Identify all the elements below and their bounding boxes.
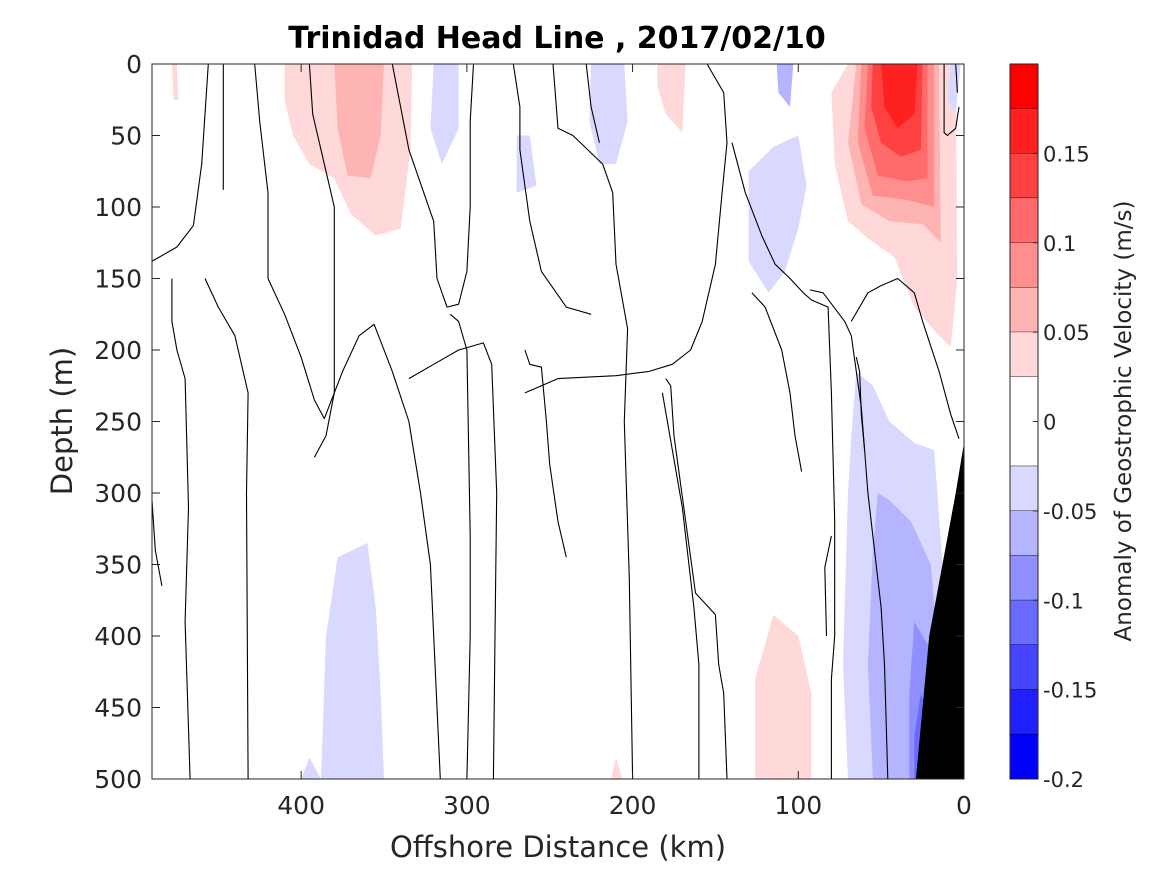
colorbar-band-8 — [1010, 466, 1038, 511]
colorbar-band-11 — [1010, 600, 1038, 645]
y-tick-label: 350 — [94, 551, 142, 580]
zero-contours — [152, 64, 960, 779]
y-axis-label: Depth (m) — [45, 347, 79, 495]
colorbar-frame — [1009, 63, 1039, 780]
zero-contour-7 — [391, 64, 475, 308]
colorbar-band-10 — [1010, 555, 1038, 601]
zero-contour-23 — [824, 535, 832, 637]
zero-contour-0 — [152, 64, 209, 262]
colorbar-band-12 — [1010, 644, 1038, 690]
colorbar: 0.15 0.1 0.05 0 -0.05 -0.1 -0.15 -0.2 Anomaly o… — [1009, 63, 1137, 792]
zero-contour-11 — [585, 64, 600, 143]
y-tick-label: 0 — [126, 50, 142, 79]
y-tick-label: 250 — [94, 408, 142, 437]
colorbar-band-14 — [1010, 734, 1038, 779]
anomaly-region-21 — [301, 757, 321, 779]
zero-contour-16 — [731, 142, 836, 779]
colorbar-band-0 — [1010, 64, 1038, 109]
zero-contour-19 — [943, 64, 960, 137]
colorbar-ticks: 0.15 0.1 0.05 0 -0.05 -0.1 -0.15 -0.2 — [1033, 142, 1097, 792]
colorbar-band-9 — [1010, 510, 1038, 556]
y-tick-label: 500 — [94, 765, 142, 794]
y-tick-label: 150 — [94, 265, 142, 294]
zero-contour-20 — [955, 64, 958, 93]
plot-frame — [151, 63, 965, 780]
y-tick-label: 450 — [94, 694, 142, 723]
zero-contour-17 — [661, 392, 700, 779]
colorbar-band-5 — [1010, 287, 1038, 333]
zero-contour-13 — [524, 349, 567, 558]
y-tick-label: 200 — [94, 336, 142, 365]
colorbar-tick-label: -0.1 — [1043, 589, 1084, 613]
y-tick-label: 300 — [94, 479, 142, 508]
zero-contour-3 — [204, 278, 249, 779]
y-tick-label: 400 — [94, 622, 142, 651]
anomaly-region-14 — [881, 64, 918, 129]
colorbar-label: Anomaly of Geostrophic Velocity (m/s) — [1111, 201, 1137, 642]
zero-contour-12 — [552, 64, 634, 779]
zero-contour-2 — [171, 278, 191, 779]
x-tick-label: 200 — [609, 791, 657, 820]
plot-area: 400 300 200 100 0 0 50 100 150 200 250 300 350 400 450… — [94, 50, 972, 820]
colorbar-band-13 — [1010, 689, 1038, 735]
anomaly-region-20 — [321, 543, 384, 779]
colorbar-tick-label: 0.1 — [1043, 232, 1076, 256]
colorbar-bands — [1010, 64, 1038, 780]
zero-contour-8 — [449, 313, 471, 779]
chart-title: Trinidad Head Line , 2017/02/10 — [288, 21, 825, 56]
anomaly-region-4 — [516, 135, 537, 193]
anomaly-region-3 — [430, 64, 459, 165]
zero-contour-6 — [308, 64, 335, 458]
colorbar-tick-label: 0 — [1043, 411, 1056, 435]
x-tick-label: 100 — [774, 791, 822, 820]
colorbar-band-1 — [1010, 108, 1038, 154]
zero-contour-9 — [512, 64, 592, 315]
zero-contour-14 — [524, 64, 728, 394]
colorbar-band-6 — [1010, 332, 1038, 377]
anomaly-region-22 — [755, 614, 812, 779]
colorbar-band-3 — [1010, 198, 1038, 243]
anomaly-region-5 — [657, 64, 686, 133]
colorbar-band-4 — [1010, 242, 1038, 288]
x-tick-label: 300 — [443, 791, 491, 820]
colorbar-band-2 — [1010, 153, 1038, 199]
zero-contour-10 — [408, 342, 498, 779]
zero-contour-15 — [665, 378, 728, 779]
anomaly-region-15 — [947, 64, 961, 115]
colorbar-tick-label: -0.15 — [1043, 679, 1097, 703]
anomaly-region-7 — [748, 135, 807, 293]
anomaly-region-0 — [171, 64, 179, 100]
zero-contour-21 — [850, 277, 960, 439]
x-tick-label: 0 — [956, 791, 972, 820]
bathymetry-layer — [915, 64, 964, 779]
y-tick-label: 100 — [94, 193, 142, 222]
x-tick-label: 400 — [277, 791, 325, 820]
colorbar-tick-label: 0.05 — [1043, 321, 1090, 345]
anomaly-region-2 — [334, 64, 384, 179]
seafloor-bathymetry — [915, 64, 964, 779]
plot-background — [152, 64, 964, 779]
zero-contour-22 — [751, 292, 803, 472]
zero-contour-4 — [152, 500, 163, 587]
colorbar-tick-label: -0.05 — [1043, 500, 1097, 524]
anomaly-region-23 — [611, 757, 623, 779]
anomaly-region-8 — [776, 64, 794, 107]
colorbar-tick-label: 0.15 — [1043, 142, 1090, 166]
zero-contour-24 — [855, 356, 866, 451]
y-tick-label: 50 — [110, 122, 142, 151]
x-axis-label: Offshore Distance (km) — [390, 830, 726, 864]
colorbar-tick-label: -0.2 — [1043, 768, 1084, 792]
